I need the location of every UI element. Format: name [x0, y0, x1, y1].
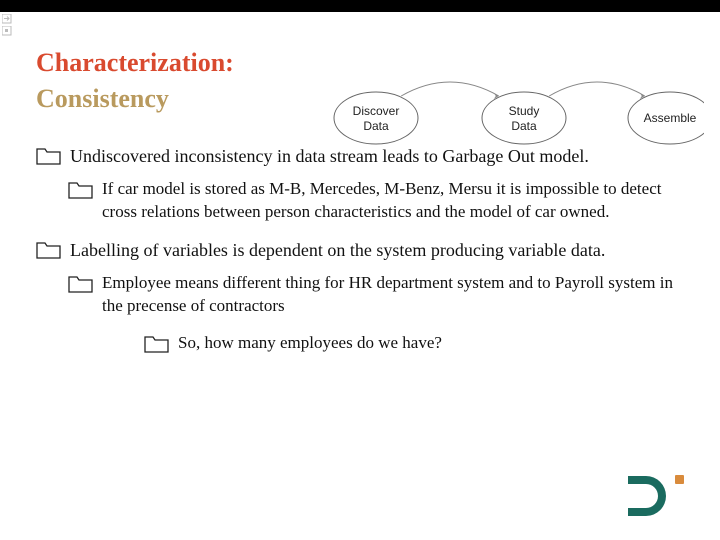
folder-icon — [36, 147, 62, 167]
bullet-2-text: Labelling of variables is dependent on t… — [70, 238, 684, 262]
svg-text:Study: Study — [509, 104, 540, 118]
folder-icon — [36, 241, 62, 261]
slide-content: Characterization: Consistency DiscoverDa… — [0, 0, 720, 355]
bullet-2a1: So, how many employees do we have? — [144, 332, 684, 355]
bullet-2a1-text: So, how many employees do we have? — [178, 332, 684, 355]
square-icon — [2, 26, 12, 36]
folder-icon — [68, 275, 94, 295]
flow-diagram: DiscoverDataStudyDataAssemble — [324, 60, 704, 150]
bullet-1a-text: If car model is stored as M-B, Mercedes,… — [102, 178, 684, 224]
bullet-2a: Employee means different thing for HR de… — [68, 272, 684, 318]
arrow-icon — [2, 14, 12, 24]
logo-accent-dot — [675, 475, 684, 484]
svg-text:Discover: Discover — [353, 104, 400, 118]
bullet-2a-text: Employee means different thing for HR de… — [102, 272, 684, 318]
top-bar — [0, 0, 720, 12]
folder-icon — [68, 181, 94, 201]
bullet-list: Undiscovered inconsistency in data strea… — [36, 144, 684, 355]
logo — [618, 470, 670, 522]
svg-text:Assemble: Assemble — [644, 111, 697, 125]
side-icons — [2, 14, 12, 38]
folder-icon — [144, 335, 170, 355]
bullet-1a: If car model is stored as M-B, Mercedes,… — [68, 178, 684, 224]
bullet-2: Labelling of variables is dependent on t… — [36, 238, 684, 262]
svg-text:Data: Data — [363, 119, 389, 133]
svg-text:Data: Data — [511, 119, 537, 133]
